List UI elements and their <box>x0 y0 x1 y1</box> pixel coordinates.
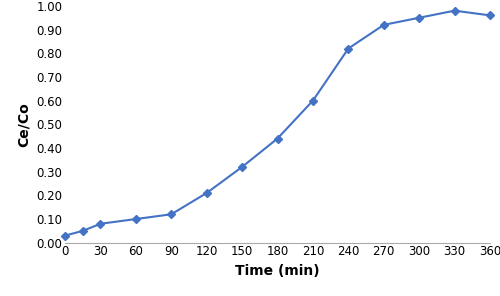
X-axis label: Time (min): Time (min) <box>235 264 320 278</box>
Y-axis label: Ce/Co: Ce/Co <box>16 102 30 147</box>
